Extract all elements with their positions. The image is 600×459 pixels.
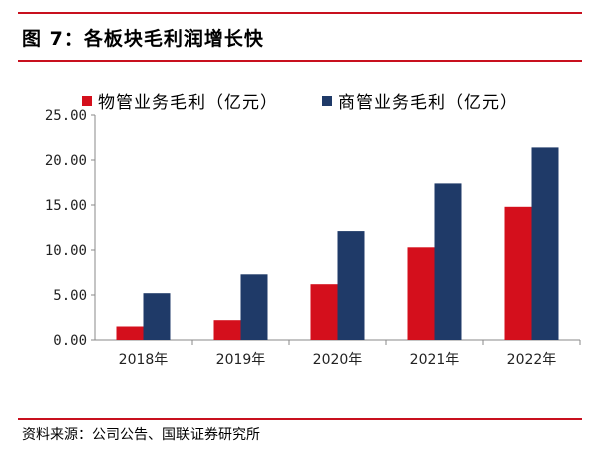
y-tick-label: 5.00 xyxy=(53,288,87,304)
bar-commercial-mgmt-2 xyxy=(337,231,365,340)
legend-label-1: 物管业务毛利（亿元） xyxy=(98,93,278,113)
source-note: 资料来源：公司公告、国联证券研究所 xyxy=(22,427,260,443)
bar-chart: 0.00 5.00 10.00 15.00 20.00 25.00 2018年 2019年 20… xyxy=(45,108,581,368)
bar-property-mgmt-4 xyxy=(504,206,532,340)
top-rule xyxy=(18,12,582,14)
figure-title: 图 7：各板块毛利润增长快 xyxy=(22,28,264,50)
y-tick-label: 10.00 xyxy=(45,243,87,259)
bar-commercial-mgmt-1 xyxy=(240,274,268,340)
bar-property-mgmt-1 xyxy=(213,320,241,340)
legend-item-2: 商管业务毛利（亿元） xyxy=(322,88,518,113)
bar-commercial-mgmt-4 xyxy=(531,147,559,340)
legend-label-2: 商管业务毛利（亿元） xyxy=(338,93,518,113)
bar-commercial-mgmt-0 xyxy=(143,293,171,340)
y-tick-label: 15.00 xyxy=(45,198,87,214)
title-rule xyxy=(18,60,582,62)
y-tick-label: 25.00 xyxy=(45,108,87,124)
y-tick-label: 0.00 xyxy=(53,333,87,349)
legend-item-1: 物管业务毛利（亿元） xyxy=(82,88,278,113)
bottom-rule xyxy=(18,418,582,420)
x-tick-label: 2020年 xyxy=(313,352,363,368)
legend-swatch-2 xyxy=(322,95,332,106)
y-tick-label: 20.00 xyxy=(45,153,87,169)
x-tick-label: 2022年 xyxy=(507,352,557,368)
legend-swatch-1 xyxy=(82,95,92,106)
x-tick-label: 2021年 xyxy=(410,352,460,368)
bar-property-mgmt-3 xyxy=(407,247,435,340)
x-tick-label: 2018年 xyxy=(119,352,169,368)
x-tick-label: 2019年 xyxy=(216,352,266,368)
bar-property-mgmt-0 xyxy=(116,326,144,340)
bar-property-mgmt-2 xyxy=(310,284,338,340)
bar-commercial-mgmt-3 xyxy=(434,183,462,340)
